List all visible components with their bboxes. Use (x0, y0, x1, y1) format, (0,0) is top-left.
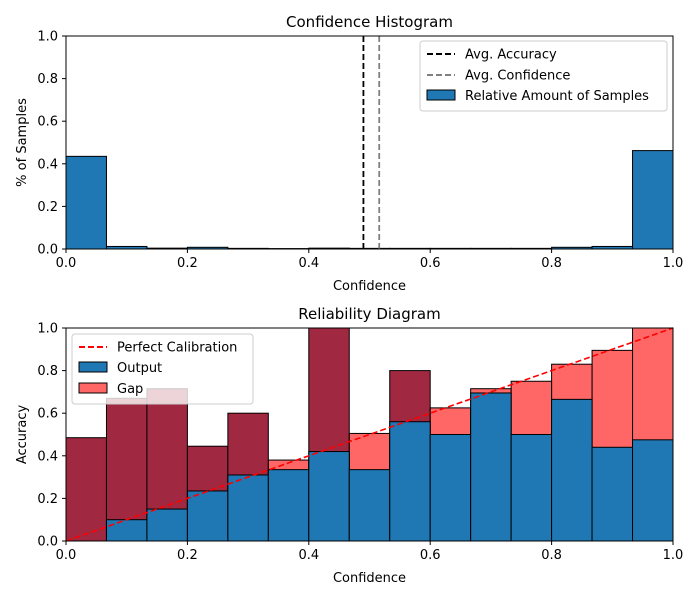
perfect-calibration-line (65, 327, 674, 542)
histogram-plot-frame (65, 35, 674, 250)
reliability-y-axis-label: Accuracy (15, 405, 30, 465)
x-tick-label: 0.6 (420, 256, 441, 271)
legend-avg-confidence-label: Avg. Confidence (465, 69, 570, 84)
y-tick-label: 0.2 (37, 200, 58, 215)
output-bar (591, 446, 634, 542)
histogram-bar (632, 150, 674, 250)
y-tick-label: 0.0 (37, 243, 58, 258)
x-tick-label: 0.0 (56, 256, 77, 271)
legend-gap-patch (78, 382, 108, 394)
y-tick-label: 0.8 (37, 72, 58, 87)
legend-samples-label: Relative Amount of Samples (465, 89, 649, 104)
legend-perfect-calibration-label: Perfect Calibration (117, 341, 237, 356)
x-tick-label: 0.6 (420, 548, 441, 563)
output-bar (632, 439, 674, 542)
x-tick-label: 0.4 (298, 256, 319, 271)
histogram-legend: Avg. Accuracy Avg. Confidence Relative A… (419, 40, 668, 112)
y-tick-label: 1.0 (37, 30, 58, 45)
output-bar (105, 519, 148, 542)
output-bar (308, 451, 350, 542)
legend-output-patch (78, 361, 108, 373)
histogram-y-axis-label: % of Samples (15, 98, 30, 187)
output-bar (389, 421, 431, 542)
output-bar (510, 434, 553, 542)
y-tick-label: 0.6 (37, 407, 58, 422)
x-tick-label: 0.2 (177, 548, 198, 563)
x-tick-label: 0.4 (298, 548, 319, 563)
y-tick-label: 0.4 (37, 449, 58, 464)
y-tick-label: 0.6 (37, 115, 58, 130)
reliability-title: Reliability Diagram (298, 305, 440, 323)
y-tick-label: 1.0 (37, 322, 58, 337)
y-tick-label: 0.8 (37, 364, 58, 379)
output-bar (146, 508, 188, 542)
output-bar (348, 469, 391, 542)
confidence-histogram: Confidence Histogram 0.0 0.2 0.4 0.6 0.8 1.0 … (15, 13, 683, 294)
y-tick-label: 0.2 (37, 492, 58, 507)
output-bar (267, 469, 310, 542)
output-bar (470, 392, 512, 542)
reliability-x-axis-label: Confidence (333, 571, 406, 586)
reliability-plot-frame (65, 327, 674, 542)
histogram-title: Confidence Histogram (286, 13, 453, 31)
x-tick-label: 0.8 (541, 548, 562, 563)
output-bar (429, 434, 472, 542)
x-tick-label: 0.8 (541, 256, 562, 271)
legend-avg-accuracy-label: Avg. Accuracy (465, 48, 557, 63)
y-tick-label: 0.4 (37, 157, 58, 172)
x-tick-label: 1.0 (663, 256, 684, 271)
reliability-diagram: Reliability Diagram 0.0 0.2 0.4 0.6 0.8 1.0 0… (15, 305, 683, 586)
y-tick-label: 0.0 (37, 535, 58, 550)
legend-gap-label: Gap (117, 382, 143, 397)
gap-bar (65, 437, 107, 542)
x-tick-label: 0.0 (56, 548, 77, 563)
x-tick-label: 1.0 (663, 548, 684, 563)
legend-samples-patch (426, 89, 456, 101)
gap-bar (105, 397, 148, 542)
legend-output-label: Output (117, 361, 162, 376)
output-bar (227, 474, 269, 542)
reliability-legend: Perfect Calibration Output Gap (71, 333, 254, 405)
x-tick-label: 0.2 (177, 256, 198, 271)
histogram-bar (65, 155, 107, 250)
output-bar (551, 398, 593, 542)
histogram-x-axis-label: Confidence (333, 279, 406, 294)
output-bar (186, 490, 229, 542)
